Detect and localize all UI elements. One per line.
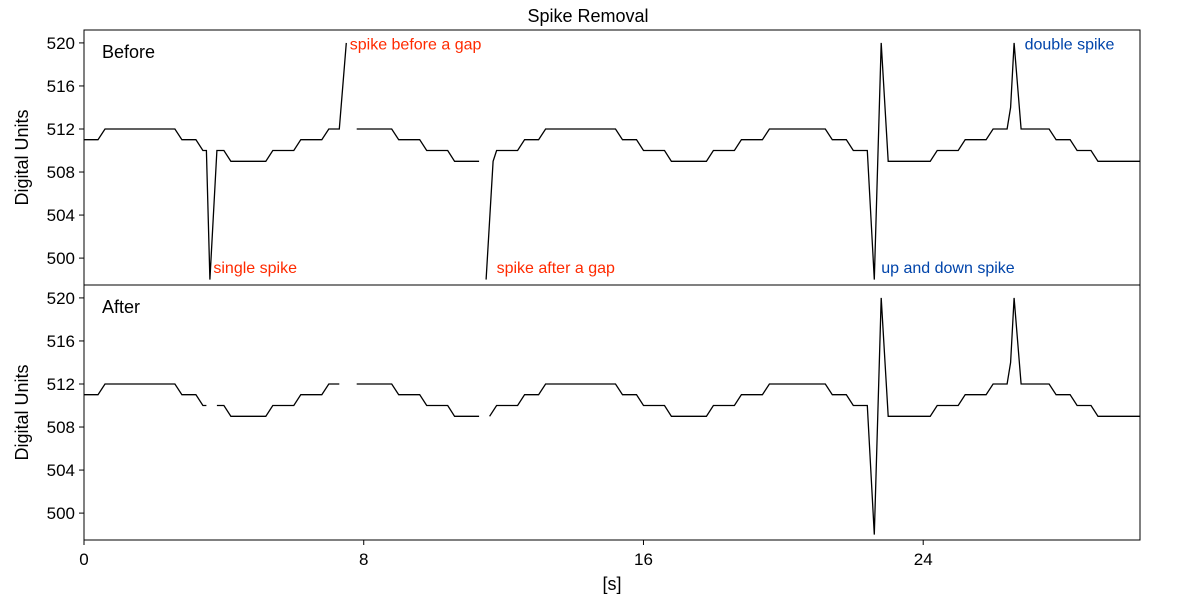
panel-frame-before	[83, 29, 1141, 286]
annotation-label: up and down spike	[881, 260, 1015, 277]
y-tick-label: 512	[47, 375, 75, 394]
y-tick-label: 508	[47, 163, 75, 182]
chart-title: Spike Removal	[527, 6, 648, 26]
y-tick-label: 504	[47, 461, 75, 480]
trace-segment-before	[356, 128, 480, 162]
x-tick-label: 24	[914, 550, 933, 569]
y-tick-label: 516	[47, 332, 75, 351]
y-tick-label: 516	[47, 77, 75, 96]
panel-frame-after	[83, 284, 1141, 541]
y-axis-label: Digital Units	[12, 109, 32, 205]
panel-label-after: After	[102, 297, 140, 317]
x-axis-label: [s]	[602, 574, 621, 594]
y-tick-label: 508	[47, 418, 75, 437]
y-axis-label: Digital Units	[12, 364, 32, 460]
trace-segment-before	[485, 42, 1140, 280]
x-tick-label: 16	[634, 550, 653, 569]
panel-label-before: Before	[102, 42, 155, 62]
y-tick-label: 512	[47, 120, 75, 139]
y-tick-label: 520	[47, 289, 75, 308]
y-tick-label: 520	[47, 34, 75, 53]
annotation-label: spike after a gap	[497, 260, 615, 277]
annotation-label: single spike	[213, 260, 297, 277]
annotation-label: double spike	[1025, 36, 1115, 53]
y-tick-label: 504	[47, 206, 75, 225]
y-tick-label: 500	[47, 504, 75, 523]
y-tick-label: 500	[47, 249, 75, 268]
trace-segment-before	[84, 42, 347, 280]
x-tick-label: 0	[79, 550, 88, 569]
trace-segment-after	[84, 383, 207, 407]
trace-segment-after	[489, 297, 1140, 535]
x-tick-label: 8	[359, 550, 368, 569]
trace-segment-after	[356, 383, 480, 417]
trace-segment-after	[216, 383, 340, 417]
annotation-label: spike before a gap	[350, 36, 482, 53]
